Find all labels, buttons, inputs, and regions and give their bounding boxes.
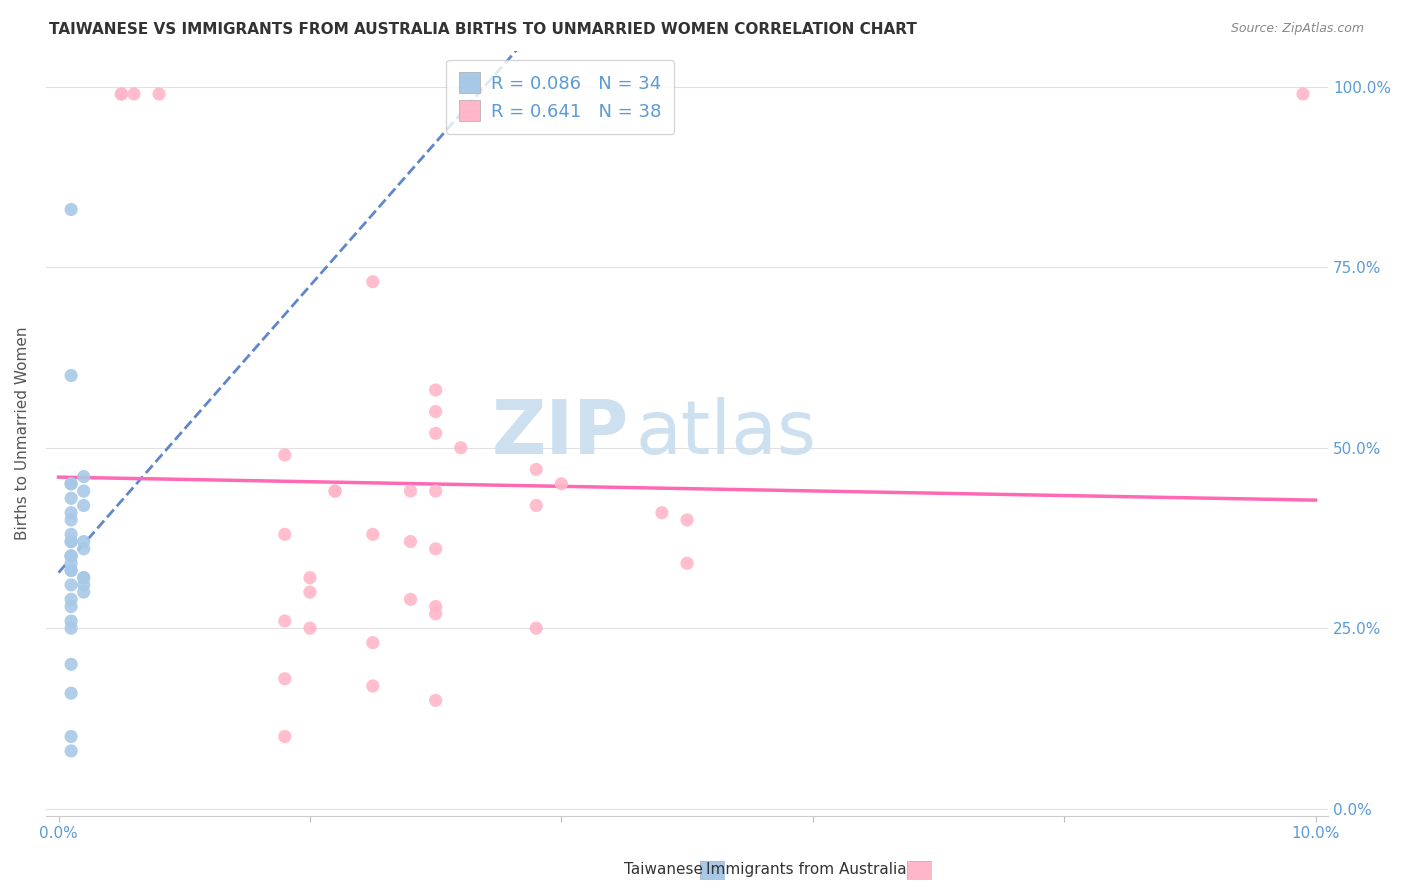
Text: Source: ZipAtlas.com: Source: ZipAtlas.com xyxy=(1230,22,1364,36)
Point xyxy=(651,506,673,520)
Point xyxy=(361,635,384,649)
Point xyxy=(425,404,447,418)
Point xyxy=(524,499,547,513)
Point xyxy=(60,527,83,541)
Point xyxy=(60,549,83,563)
Point xyxy=(60,534,83,549)
Point xyxy=(425,483,447,498)
Point xyxy=(60,549,83,563)
Point xyxy=(60,730,83,744)
Y-axis label: Births to Unmarried Women: Births to Unmarried Women xyxy=(15,326,30,540)
Text: Taiwanese: Taiwanese xyxy=(624,863,703,877)
Text: TAIWANESE VS IMMIGRANTS FROM AUSTRALIA BIRTHS TO UNMARRIED WOMEN CORRELATION CHA: TAIWANESE VS IMMIGRANTS FROM AUSTRALIA B… xyxy=(49,22,917,37)
Point xyxy=(1292,87,1315,101)
Point xyxy=(524,621,547,635)
Point xyxy=(73,541,96,556)
Point xyxy=(60,657,83,672)
Text: atlas: atlas xyxy=(636,397,817,470)
Point xyxy=(73,585,96,599)
Point xyxy=(73,499,96,513)
Point xyxy=(361,527,384,541)
Point xyxy=(148,87,170,101)
Point xyxy=(110,87,132,101)
Point xyxy=(60,549,83,563)
Point xyxy=(60,614,83,628)
Point xyxy=(450,441,472,455)
Point xyxy=(676,513,699,527)
Point xyxy=(73,483,96,498)
Point xyxy=(399,534,422,549)
Point xyxy=(361,679,384,693)
Point xyxy=(60,621,83,635)
Legend: R = 0.086   N = 34, R = 0.641   N = 38: R = 0.086 N = 34, R = 0.641 N = 38 xyxy=(446,60,675,134)
Point xyxy=(298,621,321,635)
Point xyxy=(60,368,83,383)
Point xyxy=(524,462,547,476)
Point xyxy=(60,556,83,570)
Point xyxy=(274,730,297,744)
Point xyxy=(110,87,132,101)
Point xyxy=(399,592,422,607)
Point xyxy=(73,534,96,549)
Point xyxy=(73,571,96,585)
Point xyxy=(274,448,297,462)
Point xyxy=(60,476,83,491)
Point xyxy=(60,476,83,491)
Point xyxy=(73,469,96,483)
Point xyxy=(122,87,145,101)
Point xyxy=(60,513,83,527)
Point xyxy=(323,483,346,498)
Point xyxy=(60,744,83,758)
Point xyxy=(425,607,447,621)
Point xyxy=(60,202,83,217)
Point xyxy=(274,614,297,628)
Point xyxy=(60,491,83,506)
Point xyxy=(425,383,447,397)
Point xyxy=(73,571,96,585)
Point xyxy=(274,527,297,541)
Point xyxy=(323,483,346,498)
Point xyxy=(298,585,321,599)
Point xyxy=(60,564,83,578)
Text: Immigrants from Australia: Immigrants from Australia xyxy=(706,863,907,877)
Point xyxy=(60,564,83,578)
Point xyxy=(60,592,83,607)
Point xyxy=(676,556,699,570)
Point xyxy=(60,506,83,520)
Point xyxy=(550,476,572,491)
Point xyxy=(425,599,447,614)
Point xyxy=(73,578,96,592)
Point xyxy=(298,571,321,585)
Text: ZIP: ZIP xyxy=(492,397,630,470)
Point xyxy=(425,693,447,707)
Point xyxy=(60,534,83,549)
Point xyxy=(60,599,83,614)
Point xyxy=(361,275,384,289)
Point xyxy=(60,578,83,592)
Point xyxy=(274,672,297,686)
Point xyxy=(60,686,83,700)
Point xyxy=(399,483,422,498)
Point xyxy=(425,541,447,556)
Point xyxy=(425,426,447,441)
